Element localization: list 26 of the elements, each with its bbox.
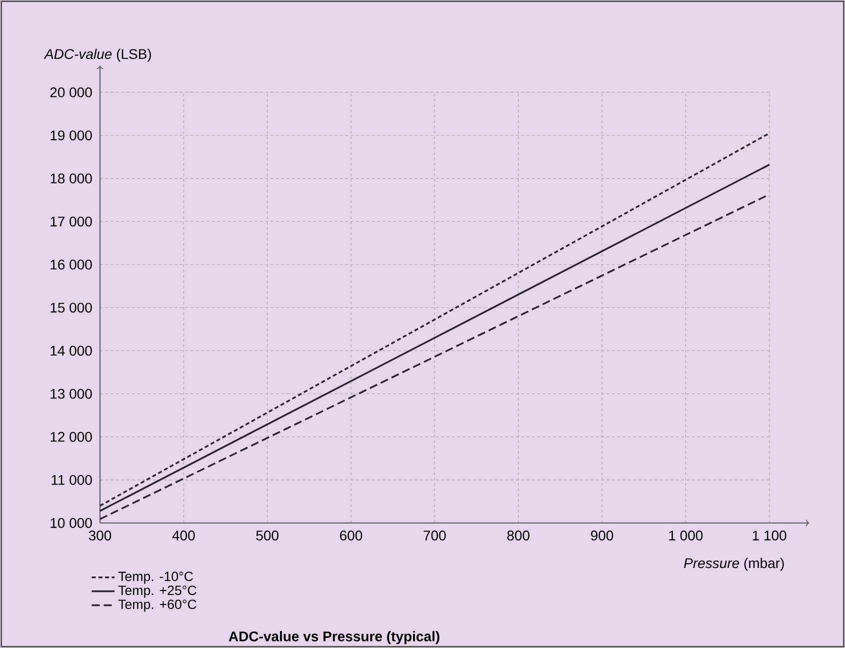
x-tick-label: 1 000 xyxy=(669,530,703,541)
x-tick-label: 700 xyxy=(424,530,446,541)
y-tick-label: 20 000 xyxy=(50,88,92,98)
x-tick-label: 400 xyxy=(172,530,195,541)
y-tick-label: 11 000 xyxy=(52,475,92,486)
y-tick-label: 15 000 xyxy=(50,302,92,313)
y-tick-label: 12 000 xyxy=(50,432,92,442)
x-tick-label: 900 xyxy=(590,530,614,541)
legend-label: Temp. +60°C xyxy=(118,600,196,612)
x-tick-label: 500 xyxy=(256,530,278,541)
y-tick-label: 17 000 xyxy=(50,216,92,227)
y-tick-label: 14 000 xyxy=(50,346,92,356)
x-tick-label: 300 xyxy=(88,530,112,541)
y-tick-label: 19 000 xyxy=(50,130,92,141)
y-axis-title: ADC-value (LSB) xyxy=(44,48,151,62)
text: ADC-value vs Pressure (typical) xyxy=(228,631,440,644)
x-tick-label: 1 100 xyxy=(752,530,786,541)
y-tick-label: 16 000 xyxy=(50,260,92,270)
y-tick-label: 18 000 xyxy=(50,174,92,184)
x-tick-label: 800 xyxy=(507,530,530,541)
legend-label: Temp. +25°C xyxy=(118,586,196,598)
x-axis-title: Pressure (mbar) xyxy=(684,558,784,572)
x-tick-label: 600 xyxy=(340,530,362,541)
y-tick-label: 10 000 xyxy=(50,518,92,528)
legend-label: Temp. -10°C xyxy=(118,572,193,584)
y-tick-label: 13 000 xyxy=(50,389,92,399)
